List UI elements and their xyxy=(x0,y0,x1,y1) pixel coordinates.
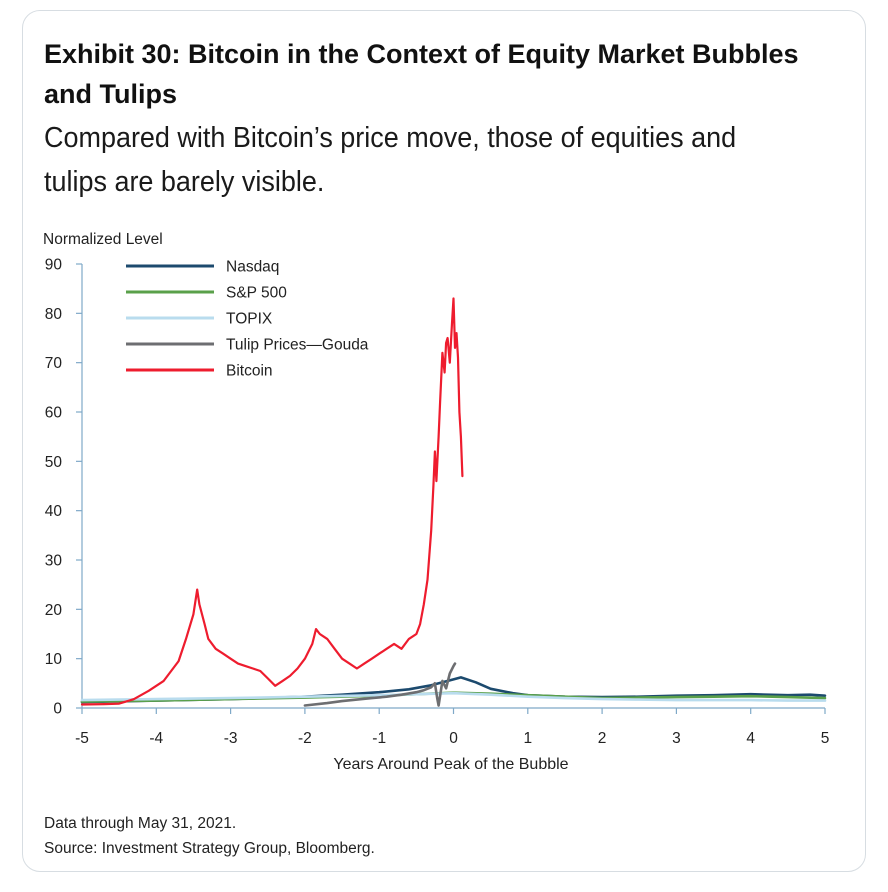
y-tick-label: 60 xyxy=(45,405,63,422)
y-tick-label: 30 xyxy=(45,553,63,570)
x-tick-label: -2 xyxy=(298,730,312,747)
x-tick-label: 2 xyxy=(598,730,607,747)
y-tick-label: 50 xyxy=(45,454,63,471)
y-tick-label: 90 xyxy=(45,257,63,274)
x-tick-label: 0 xyxy=(449,730,458,747)
legend-label-topix: TOPIX xyxy=(226,311,273,328)
exhibit-subtitle: Compared with Bitcoin’s price move, thos… xyxy=(44,122,737,198)
x-tick-label: -3 xyxy=(224,730,238,747)
axes: 0 10 20 30 40 50 60 70 80 90 -5 -4 -3 -2 -1 0 1 2 3 4 5 xyxy=(45,257,830,748)
data-note: Data through May 31, 2021. xyxy=(44,815,237,832)
series-line-tulip-prices-gouda xyxy=(303,662,457,707)
x-tick-label: 1 xyxy=(523,730,532,747)
series-line-bitcoin xyxy=(80,297,464,706)
legend-label-bitcoin: Bitcoin xyxy=(226,363,273,380)
exhibit-title: Exhibit 30: Bitcoin in the Context of Eq… xyxy=(44,39,799,109)
y-tick-label: 80 xyxy=(45,306,63,323)
series-layer xyxy=(80,297,827,707)
x-tick-label: 4 xyxy=(746,730,755,747)
legend-label-nasdaq: Nasdaq xyxy=(226,259,279,276)
x-tick-label: -4 xyxy=(149,730,163,747)
source-note: Source: Investment Strategy Group, Bloom… xyxy=(44,840,375,857)
x-tick-label: 5 xyxy=(821,730,830,747)
legend-label-s-p-500: S&P 500 xyxy=(226,285,287,302)
x-tick-label: 3 xyxy=(672,730,681,747)
y-tick-label: 70 xyxy=(45,355,63,372)
chart-legend: Nasdaq S&P 500 TOPIX Tulip Prices—Gouda Bitc… xyxy=(126,259,369,380)
y-tick-label: 10 xyxy=(45,651,63,668)
y-axis-label: Normalized Level xyxy=(43,231,163,248)
exhibit-card xyxy=(22,10,866,872)
legend-label-tulip-prices-gouda: Tulip Prices—Gouda xyxy=(226,337,369,354)
series-line-topix xyxy=(80,691,827,702)
x-tick-label: -1 xyxy=(372,730,386,747)
y-tick-label: 0 xyxy=(53,701,62,718)
x-axis-label: Years Around Peak of the Bubble xyxy=(333,756,568,773)
x-tick-label: -5 xyxy=(75,730,89,747)
y-tick-label: 20 xyxy=(45,602,63,619)
y-tick-label: 40 xyxy=(45,503,63,520)
